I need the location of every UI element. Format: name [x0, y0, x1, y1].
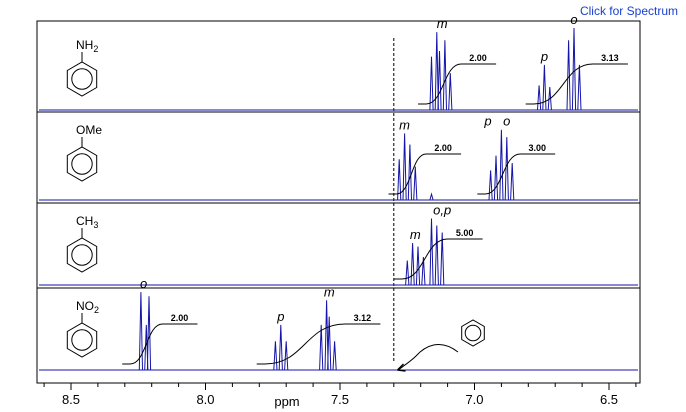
peak — [429, 56, 434, 111]
integral-value: 2.00 — [171, 313, 189, 323]
peak — [434, 32, 439, 111]
peak — [402, 133, 407, 201]
ring-outline — [461, 319, 485, 347]
multiplet-label: o — [140, 276, 147, 291]
ring-circle — [464, 324, 482, 342]
benzene-arrowhead — [396, 363, 406, 372]
peak — [324, 300, 329, 371]
peak — [442, 40, 447, 111]
tick-label: 7.0 — [465, 392, 483, 407]
multiplet-label: o — [570, 12, 577, 27]
peak — [434, 225, 439, 286]
panel-nitrobenzene: NO2 o p m 2.00 3.12 — [39, 276, 638, 371]
peak — [504, 137, 509, 201]
toluene-structure — [66, 237, 98, 273]
peak — [537, 85, 542, 111]
integral-curve — [393, 238, 483, 280]
ring-circle — [71, 68, 93, 90]
integral-value: 3.00 — [528, 143, 546, 153]
substituent-label: NH2 — [76, 38, 98, 54]
tick-label: 8.5 — [62, 392, 80, 407]
peak — [273, 341, 278, 371]
tick-label: 6.5 — [600, 392, 618, 407]
peak — [448, 73, 453, 111]
tick-label: 7.5 — [331, 392, 349, 407]
peak — [571, 27, 577, 111]
ring-circle — [71, 153, 93, 175]
peak — [146, 296, 152, 371]
peak — [421, 256, 426, 286]
multiplet-label: m — [324, 284, 335, 299]
ring-outline — [66, 146, 98, 182]
peak — [413, 166, 418, 201]
benzene-structure — [461, 319, 485, 347]
ring-outline — [66, 322, 98, 358]
substituent-label: NO2 — [76, 299, 99, 315]
peak — [499, 129, 504, 201]
multiplet-label: p — [540, 49, 548, 64]
click-for-spectrum-link[interactable]: Click for Spectrum — [579, 4, 678, 18]
integral-curve — [525, 63, 628, 105]
multiplet-label: p — [483, 114, 491, 129]
x-axis-label: ppm — [274, 394, 299, 409]
multiplet-label: m — [437, 16, 448, 31]
peak — [415, 246, 421, 286]
panel-toluene: CH3 m o,p 5.00 — [39, 203, 638, 286]
panel-anisole: OMe m p o 2.00 3.00 — [39, 114, 638, 201]
multiplet-label: o — [503, 114, 510, 129]
panel-aniline: NH2 m p o 2.00 3.13 — [39, 12, 638, 111]
multiplet-label: m — [410, 227, 421, 242]
peak — [493, 155, 499, 201]
peak — [138, 292, 143, 371]
chart-frame — [36, 20, 641, 384]
peak — [429, 218, 434, 286]
benzene-arrow-curve — [398, 343, 459, 371]
integral-curve — [122, 323, 198, 365]
multiplet-label: o,p — [433, 203, 451, 218]
peak — [510, 162, 515, 201]
ring-circle — [71, 329, 93, 351]
peak — [488, 170, 493, 201]
peak — [440, 232, 445, 286]
peak — [284, 341, 289, 371]
x-axis: 8.5 8.0 7.5 7.0 6.5 — [43, 383, 637, 407]
peak — [397, 159, 402, 201]
integral-value: 5.00 — [456, 228, 474, 238]
peak — [566, 40, 571, 111]
ring-circle — [71, 244, 93, 266]
peak — [332, 341, 337, 371]
nitrobenzene-structure — [66, 322, 98, 358]
integral-curve — [388, 153, 462, 195]
peak — [319, 324, 324, 371]
peak — [547, 86, 552, 111]
substituent-label: OMe — [76, 123, 102, 137]
peak — [437, 50, 442, 111]
ring-outline — [66, 237, 98, 273]
peak — [429, 192, 434, 201]
tick-label: 8.0 — [196, 392, 214, 407]
plot-border — [36, 20, 641, 384]
peak — [410, 242, 415, 286]
ring-outline — [66, 61, 98, 97]
integral-value: 2.00 — [469, 53, 487, 63]
peak — [577, 64, 582, 111]
integral-curve — [477, 153, 556, 195]
integral-value: 3.12 — [354, 313, 372, 323]
substituent-label: CH3 — [76, 214, 98, 230]
peak — [542, 64, 547, 111]
aniline-structure — [66, 61, 98, 97]
multiplet-label: p — [276, 309, 284, 324]
peak — [327, 316, 332, 371]
integral-value: 3.13 — [601, 53, 619, 63]
peak — [278, 324, 283, 371]
anisole-structure — [66, 146, 98, 182]
integral-curve — [256, 323, 381, 365]
integral-curve — [418, 63, 497, 105]
peak — [405, 260, 410, 286]
multiplet-label: m — [399, 117, 410, 132]
peak — [407, 144, 412, 201]
integral-value: 2.00 — [434, 143, 452, 153]
